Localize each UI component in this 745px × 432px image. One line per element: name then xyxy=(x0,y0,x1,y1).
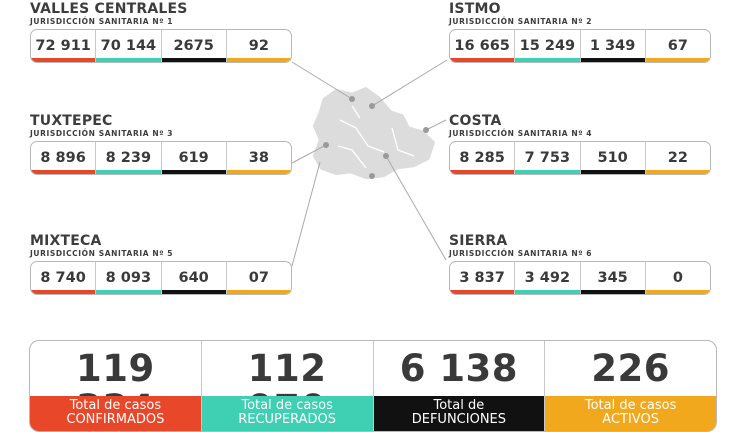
region-stats: 8 285 7 753 510 22 xyxy=(449,141,711,175)
total-label-line2: DEFUNCIONES xyxy=(411,412,507,427)
confirmed-value: 16 665 xyxy=(450,30,516,62)
deaths-value: 510 xyxy=(580,142,646,174)
total-recovered: 112 970 Total de casos RECUPERADOS xyxy=(201,341,374,431)
region-jurisdiction: JURISDICCIÓN SANITARIA Nº 5 xyxy=(30,249,174,258)
deaths-value: 2675 xyxy=(161,30,227,62)
region-jurisdiction: JURISDICCIÓN SANITARIA Nº 3 xyxy=(30,129,174,138)
confirmed-value: 8 740 xyxy=(31,262,97,294)
region-stats: 8 740 8 093 640 07 xyxy=(30,261,292,295)
region-name: TUXTEPEC xyxy=(30,113,113,129)
total-label-line1: Total de casos xyxy=(69,398,162,413)
total-recovered-label: Total de casos RECUPERADOS xyxy=(201,396,373,431)
region-stats: 3 837 3 492 345 0 xyxy=(449,261,711,295)
total-active-value: 226 xyxy=(591,347,670,390)
active-value: 22 xyxy=(645,142,710,174)
confirmed-value: 8 285 xyxy=(450,142,516,174)
deaths-value: 619 xyxy=(161,142,227,174)
total-active-label: Total de casos ACTIVOS xyxy=(545,396,716,431)
confirmed-value: 8 896 xyxy=(31,142,97,174)
total-label-line2: ACTIVOS xyxy=(602,412,659,427)
total-active: 226 Total de casos ACTIVOS xyxy=(545,341,716,431)
region-istmo: ISTMO JURISDICCIÓN SANITARIA Nº 2 16 665… xyxy=(449,2,711,63)
total-confirmed: 119 334 Total de casos CONFIRMADOS xyxy=(30,341,202,431)
region-jurisdiction: JURISDICCIÓN SANITARIA Nº 1 xyxy=(30,17,174,26)
confirmed-value: 72 911 xyxy=(31,30,97,62)
oaxaca-map-icon xyxy=(291,59,448,267)
active-value: 07 xyxy=(226,262,291,294)
deaths-value: 345 xyxy=(580,262,646,294)
region-name: SIERRA xyxy=(449,233,508,249)
region-jurisdiction: JURISDICCIÓN SANITARIA Nº 6 xyxy=(449,249,593,258)
total-deaths: 6 138 Total de DEFUNCIONES xyxy=(373,341,546,431)
total-label-line1: Total de xyxy=(433,398,485,413)
total-deaths-value: 6 138 xyxy=(399,347,519,390)
recovered-value: 8 093 xyxy=(96,262,162,294)
region-mixteca: MIXTECA JURISDICCIÓN SANITARIA Nº 5 8 74… xyxy=(30,234,292,295)
recovered-value: 3 492 xyxy=(515,262,581,294)
region-stats: 16 665 15 249 1 349 67 xyxy=(449,29,711,63)
total-label-line1: Total de casos xyxy=(241,398,333,413)
total-label-line2: CONFIRMADOS xyxy=(66,412,165,427)
total-label-line1: Total de casos xyxy=(584,398,677,413)
active-value: 92 xyxy=(226,30,291,62)
region-jurisdiction: JURISDICCIÓN SANITARIA Nº 4 xyxy=(449,129,593,138)
region-tuxtepec: TUXTEPEC JURISDICCIÓN SANITARIA Nº 3 8 8… xyxy=(30,114,292,175)
region-name: VALLES CENTRALES xyxy=(30,1,188,17)
region-jurisdiction: JURISDICCIÓN SANITARIA Nº 2 xyxy=(449,17,593,26)
totals-panel: 119 334 Total de casos CONFIRMADOS 112 9… xyxy=(29,340,717,432)
region-name: ISTMO xyxy=(449,1,501,17)
region-name: MIXTECA xyxy=(30,233,102,249)
total-label-line2: RECUPERADOS xyxy=(238,412,337,427)
total-deaths-label: Total de DEFUNCIONES xyxy=(373,396,545,431)
deaths-value: 1 349 xyxy=(580,30,646,62)
region-sierra: SIERRA JURISDICCIÓN SANITARIA Nº 6 3 837… xyxy=(449,234,711,295)
region-name: COSTA xyxy=(449,113,502,129)
deaths-value: 640 xyxy=(161,262,227,294)
active-value: 38 xyxy=(226,142,291,174)
active-value: 0 xyxy=(645,262,710,294)
recovered-value: 8 239 xyxy=(96,142,162,174)
region-stats: 72 911 70 144 2675 92 xyxy=(30,29,292,63)
active-value: 67 xyxy=(645,30,710,62)
recovered-value: 7 753 xyxy=(515,142,581,174)
region-costa: COSTA JURISDICCIÓN SANITARIA Nº 4 8 285 … xyxy=(449,114,711,175)
recovered-value: 70 144 xyxy=(96,30,162,62)
region-valles-centrales: VALLES CENTRALES JURISDICCIÓN SANITARIA … xyxy=(30,2,292,63)
total-confirmed-label: Total de casos CONFIRMADOS xyxy=(30,396,201,431)
region-stats: 8 896 8 239 619 38 xyxy=(30,141,292,175)
confirmed-value: 3 837 xyxy=(450,262,516,294)
recovered-value: 15 249 xyxy=(515,30,581,62)
